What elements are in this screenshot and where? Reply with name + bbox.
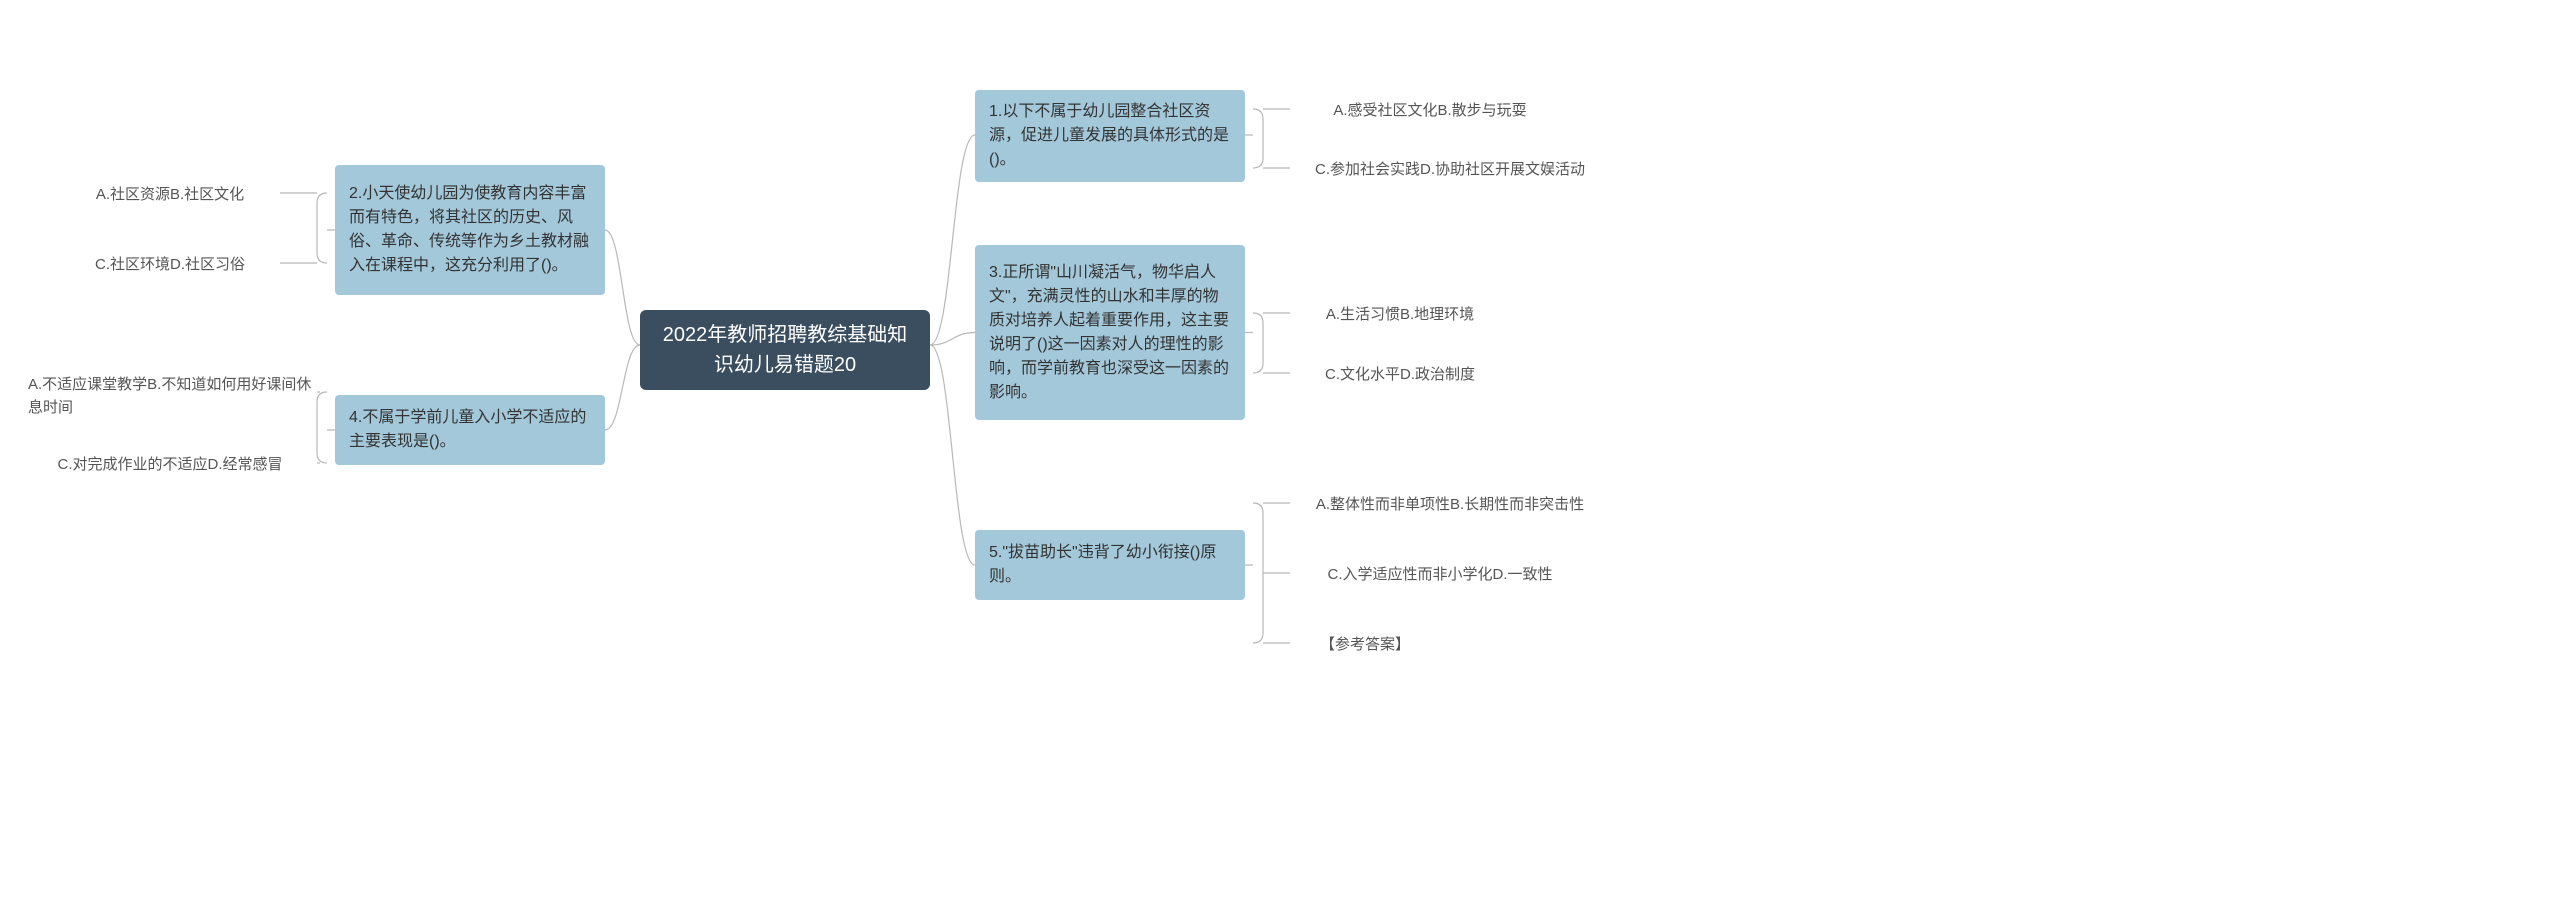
left-leaf-0-0: A.社区资源B.社区文化: [60, 180, 280, 211]
right-leaf-0-0: A.感受社区文化B.散步与玩耍: [1290, 96, 1570, 127]
right-leaf-2-2: 【参考答案】: [1290, 630, 1440, 661]
right-leaf-1-1: C.文化水平D.政治制度: [1290, 360, 1510, 391]
right-leaf-2-0: A.整体性而非单项性B.长期性而非突击性: [1290, 490, 1610, 521]
right-leaf-2-1: C.入学适应性而非小学化D.一致性: [1290, 560, 1590, 591]
root-node: 2022年教师招聘教综基础知识幼儿易错题20: [640, 310, 930, 390]
left-leaf-0-1: C.社区环境D.社区习俗: [60, 250, 280, 281]
left-leaf-1-0: A.不适应课堂教学B.不知道如何用好课间休息时间: [20, 370, 320, 423]
right-leaf-1-0: A.生活习惯B.地理环境: [1290, 300, 1510, 331]
right-branch-1: 3.正所谓"山川凝活气，物华启人文"，充满灵性的山水和丰厚的物质对培养人起着重要…: [975, 245, 1245, 420]
left-leaf-1-1: C.对完成作业的不适应D.经常感冒: [20, 450, 320, 481]
left-branch-1: 4.不属于学前儿童入小学不适应的主要表现是()。: [335, 395, 605, 465]
right-leaf-0-1: C.参加社会实践D.协助社区开展文娱活动: [1290, 155, 1610, 186]
right-branch-2: 5."拔苗助长"违背了幼小衔接()原则。: [975, 530, 1245, 600]
right-branch-0: 1.以下不属于幼儿园整合社区资源，促进儿童发展的具体形式的是()。: [975, 90, 1245, 182]
left-branch-0: 2.小天使幼儿园为使教育内容丰富而有特色，将其社区的历史、风俗、革命、传统等作为…: [335, 165, 605, 295]
